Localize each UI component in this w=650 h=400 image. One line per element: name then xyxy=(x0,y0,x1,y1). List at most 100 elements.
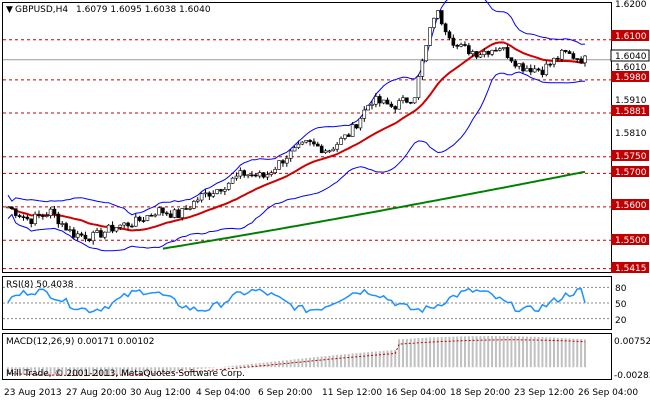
candle-body xyxy=(172,209,177,218)
candle-body xyxy=(381,99,386,104)
candle-body xyxy=(358,118,363,129)
level-labels: 1.6100 1.5980 1.5881 1.5750 1.5700 1.560… xyxy=(611,30,649,274)
candle-body xyxy=(269,172,274,175)
candle-body xyxy=(21,216,26,218)
candle-body xyxy=(513,60,518,67)
candle-body xyxy=(118,224,123,228)
main-panel-frame xyxy=(2,2,612,273)
time-label: 4 Sep 04:00 xyxy=(196,388,251,398)
level-box xyxy=(611,199,649,210)
bollinger-bands xyxy=(7,0,586,252)
candle-body xyxy=(133,216,138,227)
candle-body xyxy=(323,150,328,153)
candle-body xyxy=(505,47,510,58)
candle-body xyxy=(389,103,394,107)
candle-body xyxy=(285,158,289,164)
level-box xyxy=(611,166,649,177)
candle-body xyxy=(122,222,126,226)
candle-body xyxy=(79,233,84,236)
candle-body xyxy=(525,68,529,72)
candle-body xyxy=(486,51,490,55)
candle-body xyxy=(195,199,200,202)
candle-body xyxy=(412,97,417,104)
candle-body xyxy=(304,140,308,143)
candle-body xyxy=(130,225,134,228)
candle-body xyxy=(141,220,146,222)
level-label-1: 1.6100 xyxy=(615,32,647,42)
candle-body xyxy=(95,230,99,233)
level-box xyxy=(611,71,649,82)
candle-body xyxy=(563,49,568,52)
panel-frames xyxy=(2,2,612,380)
macd-level-top: 0.00752 xyxy=(614,337,650,347)
rsi-lines xyxy=(3,286,611,320)
candle-body xyxy=(420,60,425,77)
candle-body xyxy=(41,215,45,217)
current-price-label: 1.6040 xyxy=(615,52,647,62)
candle-body xyxy=(540,69,545,75)
candle-body xyxy=(370,103,374,106)
symbol-label: GBPUSD,H4 xyxy=(15,5,68,15)
candle-body xyxy=(25,216,30,220)
candle-body xyxy=(91,232,95,242)
time-label: 18 Sep 20:00 xyxy=(450,388,510,398)
time-label: 27 Aug 20:00 xyxy=(66,388,127,398)
candle-body xyxy=(254,174,258,177)
candle-body xyxy=(164,212,169,215)
candle-body xyxy=(52,208,57,215)
candle-body xyxy=(532,68,537,73)
candle-body xyxy=(346,134,351,137)
candle-body xyxy=(64,223,68,231)
candle-body xyxy=(548,63,552,66)
candle-body xyxy=(474,51,479,58)
candle-body xyxy=(354,124,359,129)
candle-body xyxy=(482,51,487,55)
candle-body xyxy=(327,150,332,153)
candle-body xyxy=(292,147,297,152)
macd-title: MACD(12,26,9) 0.00171 0.00102 xyxy=(6,337,155,347)
candle-body xyxy=(315,143,320,147)
candle-body xyxy=(277,160,281,170)
candle-body xyxy=(296,143,301,148)
candle-body xyxy=(137,216,142,221)
candle-body xyxy=(56,213,61,225)
candle-body xyxy=(184,208,188,210)
time-label: 23 Aug 2013 xyxy=(4,388,62,398)
level-box xyxy=(611,30,649,41)
candle-body xyxy=(470,51,475,55)
candle-body xyxy=(33,213,37,225)
candle-body xyxy=(223,189,227,192)
candle-body xyxy=(203,192,208,195)
candle-body xyxy=(288,150,293,159)
candle-body xyxy=(312,141,316,145)
candle-body xyxy=(393,106,398,110)
candlesticks xyxy=(6,10,587,245)
candle-body xyxy=(343,134,347,139)
candle-body xyxy=(234,175,239,179)
time-label: 23 Sep 12:00 xyxy=(514,388,574,398)
candle-body xyxy=(242,170,247,176)
candle-body xyxy=(397,100,401,110)
candle-body xyxy=(451,37,456,46)
time-label: 6 Sep 20:00 xyxy=(258,388,313,398)
candle-body xyxy=(494,49,498,52)
candle-body xyxy=(87,238,92,242)
candle-body xyxy=(226,182,231,190)
candle-body xyxy=(331,148,336,152)
candle-body xyxy=(103,231,107,238)
candle-body xyxy=(230,177,235,184)
candle-body xyxy=(567,51,572,54)
dropdown-arrow-icon[interactable]: ▼ xyxy=(6,5,13,15)
candle-body xyxy=(157,207,161,216)
rsi-line xyxy=(7,287,586,314)
candle-body xyxy=(281,160,285,164)
candle-body xyxy=(401,97,405,101)
candle-body xyxy=(10,206,14,209)
macd-level-bottom: -0.00283 xyxy=(614,371,650,381)
macd-signal-line xyxy=(7,339,586,377)
time-label: 16 Sep 04:00 xyxy=(386,388,446,398)
scale-label: 1.5910 xyxy=(615,96,647,106)
candle-body xyxy=(176,209,181,218)
